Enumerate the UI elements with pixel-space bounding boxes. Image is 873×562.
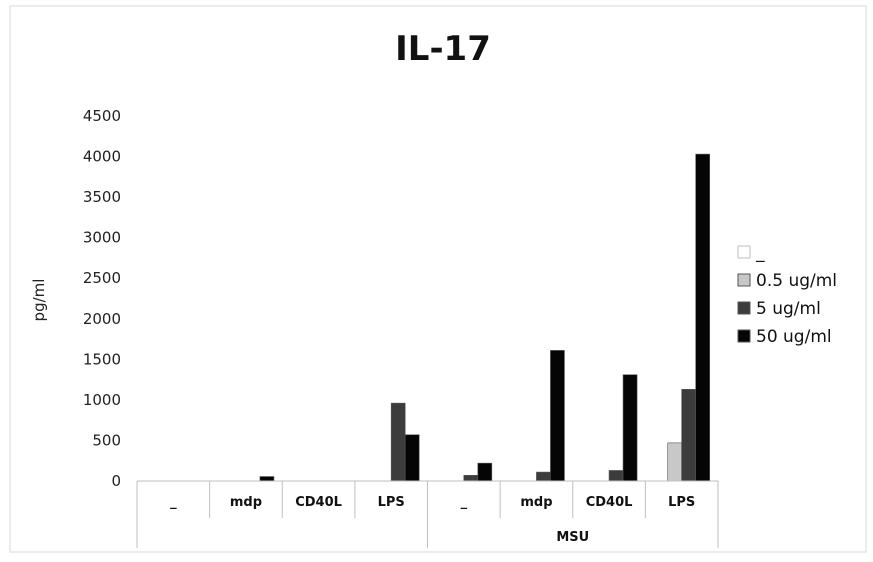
chart-border: [9, 5, 867, 553]
bar: [463, 475, 479, 482]
y-tick-label: 4000: [83, 148, 121, 166]
y-tick-label: 2500: [83, 269, 121, 287]
bar: [550, 350, 565, 482]
legend-label: 0.5 ug/ml: [756, 271, 837, 291]
bar: [681, 389, 696, 482]
legend: _ 0.5 ug/ml 5 ug/ml 50 ug/ml: [737, 243, 837, 347]
legend-label: _: [755, 243, 765, 263]
y-axis: 0 500 1000 1500 2000 2500 3000 3500 4000 4500: [83, 107, 121, 490]
legend-label: 5 ug/ml: [756, 299, 821, 319]
bar: [477, 462, 493, 482]
y-tick-label: 4500: [83, 107, 121, 125]
y-tick-label: 500: [92, 431, 121, 449]
legend-swatch: [737, 273, 751, 287]
x-axis: _ mdp CD40L LPS _ mdp CD40L LPS MSU: [136, 480, 719, 548]
x-tick-label: mdp: [230, 495, 262, 510]
bar: [667, 442, 682, 482]
plot-area: [259, 153, 710, 482]
x-tick-label: mdp: [520, 495, 552, 510]
legend-swatch: [737, 245, 751, 259]
legend-label: 50 ug/ml: [756, 327, 832, 347]
y-tick-label: 1500: [83, 350, 121, 368]
y-tick-label: 2000: [83, 310, 121, 328]
x-tick-label: LPS: [378, 495, 405, 510]
x-tick-label: CD40L: [586, 495, 633, 510]
bar: [622, 374, 638, 482]
x-tick-label: LPS: [668, 495, 695, 510]
x-group-label: MSU: [556, 530, 589, 545]
y-tick-label: 0: [111, 472, 121, 490]
chart-title: IL-17: [395, 29, 491, 69]
x-tick-label: _: [461, 495, 468, 510]
x-tick-label: CD40L: [295, 495, 342, 510]
y-tick-label: 3000: [83, 229, 121, 247]
bar: [608, 470, 624, 482]
legend-swatch: [737, 301, 751, 315]
y-tick-label: 3500: [83, 188, 121, 206]
bar: [404, 434, 420, 482]
bar: [390, 402, 406, 482]
legend-swatch: [737, 329, 751, 343]
bar: [695, 153, 710, 482]
y-axis-label: pg/ml: [30, 279, 48, 322]
y-tick-label: 1000: [83, 391, 121, 409]
x-tick-label: _: [170, 495, 177, 510]
bar: [536, 471, 551, 482]
bar: [259, 476, 275, 482]
